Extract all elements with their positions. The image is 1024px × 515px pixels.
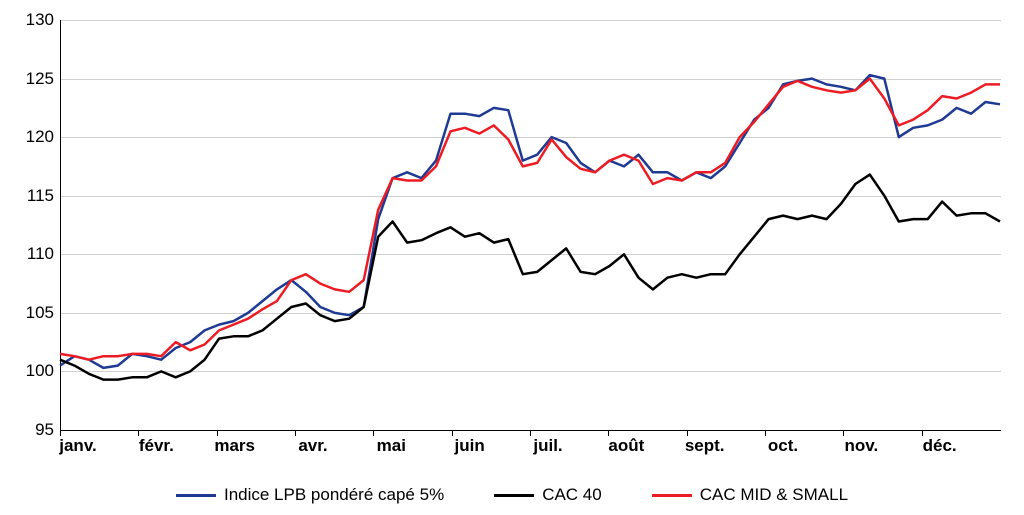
ytick-label: 95 xyxy=(4,420,54,440)
chart-container: 95 100 105 110 115 120 125 130 janv. févr. mars av… xyxy=(0,0,1024,515)
xtick-label: juil. xyxy=(533,436,562,456)
legend-label: Indice LPB pondéré capé 5% xyxy=(224,485,444,505)
legend-item: CAC MID & SMALL xyxy=(652,485,848,505)
xtick-label: sept. xyxy=(685,436,725,456)
legend-label: CAC 40 xyxy=(542,485,602,505)
legend-item: CAC 40 xyxy=(494,485,602,505)
xtick-mark xyxy=(373,430,374,436)
ytick-label: 100 xyxy=(4,361,54,381)
legend-label: CAC MID & SMALL xyxy=(700,485,848,505)
xtick-label: août xyxy=(608,436,644,456)
legend: Indice LPB pondéré capé 5% CAC 40 CAC MID … xyxy=(0,485,1024,505)
legend-swatch xyxy=(494,494,534,497)
xtick-label: mai xyxy=(377,436,406,456)
xtick-label: avr. xyxy=(298,436,327,456)
ytick-label: 105 xyxy=(4,303,54,323)
xtick-label: nov. xyxy=(844,436,878,456)
ytick-label: 115 xyxy=(4,186,54,206)
ytick-label: 120 xyxy=(4,127,54,147)
xtick-label: juin xyxy=(455,436,485,456)
xtick-mark xyxy=(452,430,453,436)
xtick-label: janv. xyxy=(59,436,96,456)
xtick-label: févr. xyxy=(139,436,174,456)
ytick-label: 130 xyxy=(4,10,54,30)
legend-swatch xyxy=(176,494,216,497)
series-line xyxy=(60,175,1000,380)
series-line xyxy=(60,79,1000,360)
xtick-mark xyxy=(530,430,531,436)
legend-swatch xyxy=(652,494,692,497)
series-line xyxy=(60,75,1000,368)
xtick-mark xyxy=(765,430,766,436)
xtick-label: déc. xyxy=(923,436,957,456)
chart-lines xyxy=(60,20,1000,430)
ytick-label: 125 xyxy=(4,69,54,89)
legend-item: Indice LPB pondéré capé 5% xyxy=(176,485,444,505)
ytick-label: 110 xyxy=(4,244,54,264)
xtick-label: mars xyxy=(214,436,255,456)
xtick-mark xyxy=(295,430,296,436)
xtick-label: oct. xyxy=(768,436,798,456)
